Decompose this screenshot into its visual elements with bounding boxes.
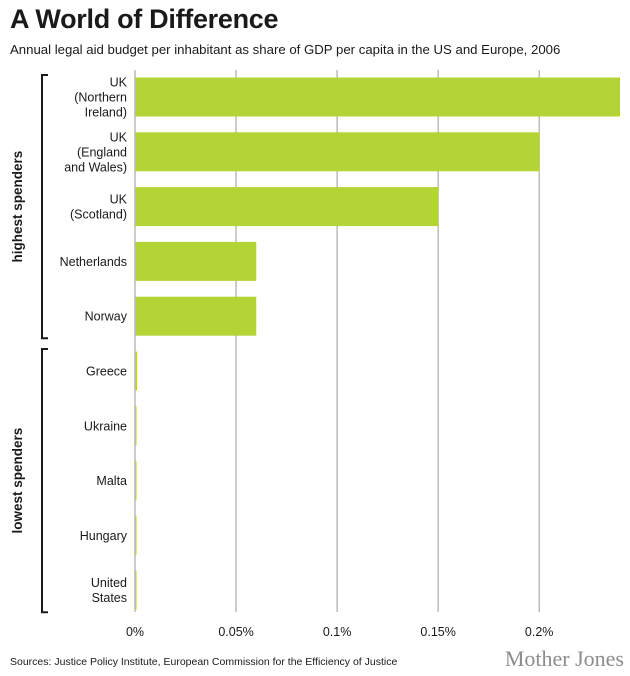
x-tick-label: 0.1% — [323, 625, 352, 639]
category-label: United States — [91, 576, 127, 605]
group-brackets: highest spenders lowest spenders — [10, 74, 48, 614]
bar — [135, 296, 257, 336]
group-bracket — [41, 74, 48, 340]
category-label: Netherlands — [60, 255, 127, 269]
group-label: highest spenders — [10, 151, 25, 263]
group-label: lowest spenders — [10, 428, 25, 534]
source-note: Sources: Justice Policy Institute, Europ… — [10, 656, 398, 668]
x-tick-label: 0% — [126, 625, 144, 639]
category-label: Hungary — [80, 529, 128, 543]
bar — [135, 77, 620, 117]
category-label: Ukraine — [84, 419, 127, 433]
bars — [135, 77, 620, 610]
x-tick-label: 0.2% — [525, 625, 554, 639]
bar — [135, 187, 439, 227]
category-label: Greece — [86, 365, 127, 379]
bar — [135, 461, 137, 501]
x-tick-label: 0.15% — [420, 625, 455, 639]
category-label: UK (Scotland) — [70, 193, 128, 222]
bar — [135, 515, 137, 555]
brand-logo: Mother Jones — [504, 646, 624, 671]
bar — [135, 351, 138, 391]
bar — [135, 241, 257, 281]
bar — [135, 406, 137, 446]
category-labels: UK (Northern Ireland) UK (England and Wales) U… — [60, 76, 128, 606]
chart-title: A World of Difference — [10, 4, 279, 34]
bar — [135, 132, 540, 172]
category-label: UK (Northern Ireland) — [74, 76, 127, 120]
chart-subtitle: Annual legal aid budget per inhabitant a… — [10, 42, 561, 57]
category-label: Norway — [85, 310, 128, 324]
x-tick-labels: 0% 0.05% 0.1% 0.15% 0.2% — [126, 625, 553, 639]
category-label: UK (England and Wales) — [64, 130, 127, 174]
category-label: Malta — [96, 474, 127, 488]
bar — [135, 570, 137, 610]
x-tick-label: 0.05% — [218, 625, 253, 639]
group-bracket — [41, 348, 48, 614]
